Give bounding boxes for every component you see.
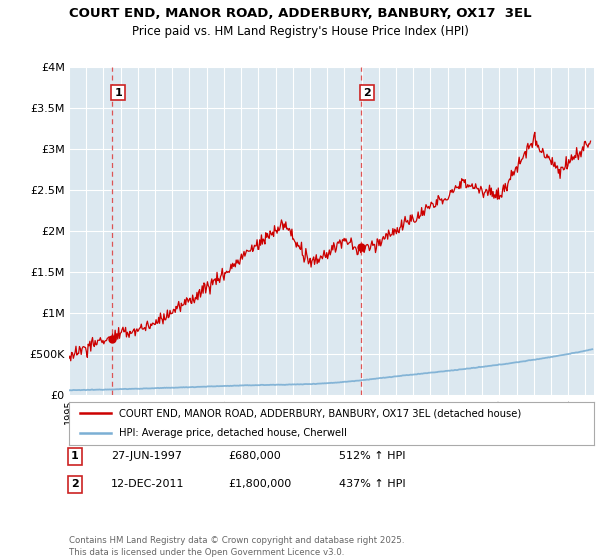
Text: Contains HM Land Registry data © Crown copyright and database right 2025.
This d: Contains HM Land Registry data © Crown c… — [69, 536, 404, 557]
Text: 27-JUN-1997: 27-JUN-1997 — [111, 451, 182, 461]
Text: COURT END, MANOR ROAD, ADDERBURY, BANBURY, OX17 3EL (detached house): COURT END, MANOR ROAD, ADDERBURY, BANBUR… — [119, 408, 521, 418]
Text: £1,800,000: £1,800,000 — [228, 479, 291, 489]
Text: 512% ↑ HPI: 512% ↑ HPI — [339, 451, 406, 461]
Text: 2: 2 — [71, 479, 79, 489]
Text: 1: 1 — [114, 88, 122, 97]
Text: Price paid vs. HM Land Registry's House Price Index (HPI): Price paid vs. HM Land Registry's House … — [131, 25, 469, 38]
Text: 12-DEC-2011: 12-DEC-2011 — [111, 479, 185, 489]
Text: 1: 1 — [71, 451, 79, 461]
Text: £680,000: £680,000 — [228, 451, 281, 461]
Text: 2: 2 — [363, 88, 371, 97]
Text: COURT END, MANOR ROAD, ADDERBURY, BANBURY, OX17  3EL: COURT END, MANOR ROAD, ADDERBURY, BANBUR… — [68, 7, 532, 20]
Text: 437% ↑ HPI: 437% ↑ HPI — [339, 479, 406, 489]
Text: HPI: Average price, detached house, Cherwell: HPI: Average price, detached house, Cher… — [119, 428, 347, 438]
